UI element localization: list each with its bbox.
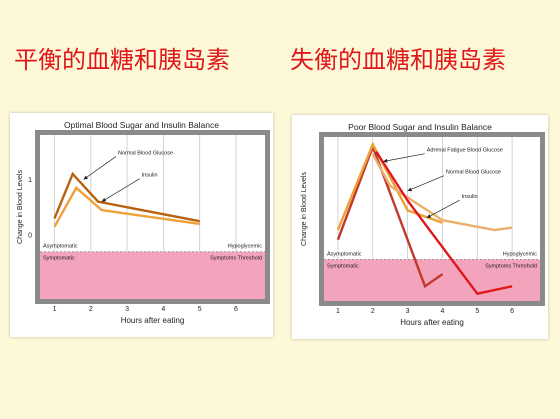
- series-line-2: [53, 185, 200, 228]
- annotation-label: Normal Blood Glucose: [118, 150, 173, 156]
- annotation-arrow-line: [83, 156, 117, 180]
- chart-optimal-balance: Optimal Blood Sugar and Insulin Balance A…: [17, 120, 270, 325]
- annotation-arrow-head: [83, 175, 88, 180]
- x-tick-label: 3: [125, 306, 129, 313]
- annotation-arrow-line: [101, 178, 140, 203]
- zone-label-upper-right: Hypoglycemic: [503, 251, 537, 257]
- annotation-arrow-head: [101, 197, 107, 202]
- zone-label-upper-left: Asymptomatic: [327, 251, 362, 257]
- annotation-label: Adrenal Fatigue Blood Glucose: [427, 148, 503, 154]
- zone-label-lower-right: Symptoms Threshold: [210, 256, 262, 262]
- chart-poor-balance: Poor Blood Sugar and Insulin Balance Asym…: [301, 122, 545, 327]
- x-tick-label: 4: [161, 306, 165, 313]
- chart-card-poor: Poor Blood Sugar and Insulin Balance Asym…: [292, 115, 548, 339]
- x-tick-label: 1: [53, 306, 57, 313]
- x-tick-label: 6: [234, 306, 238, 313]
- chart-title: Poor Blood Sugar and Insulin Balance: [348, 122, 492, 132]
- x-tick-label: 5: [198, 306, 202, 313]
- annotation-arrow-line: [426, 199, 460, 219]
- annotation-label: Insulin: [142, 173, 158, 179]
- zone-label-lower-left: Symptomatic: [327, 263, 359, 269]
- slide-title-right: 失衡的血糖和胰岛素: [290, 46, 506, 74]
- chart-title: Optimal Blood Sugar and Insulin Balance: [64, 120, 219, 130]
- symptomatic-zone: [40, 251, 265, 299]
- annotation-arrow-line: [407, 175, 445, 192]
- annotation-arrow-head: [407, 187, 413, 192]
- chart-card-optimal: Optimal Blood Sugar and Insulin Balance A…: [10, 113, 273, 337]
- zone-label-upper-right: Hypoglycemic: [228, 244, 262, 250]
- series-line-3: [371, 153, 513, 232]
- x-tick-label: 2: [371, 308, 375, 315]
- x-tick-label: 2: [89, 306, 93, 313]
- zone-label-lower-right: Symptoms Threshold: [485, 263, 537, 269]
- series-line-2: [336, 141, 443, 231]
- y-axis-label: Change in Blood Levels: [17, 170, 24, 244]
- zone-label-lower-left: Symptomatic: [43, 256, 75, 262]
- x-tick-label: 6: [510, 308, 514, 315]
- plot-frame: [35, 130, 270, 304]
- annotation-arrow-head: [383, 158, 388, 163]
- plot-frame: [319, 132, 545, 306]
- annotation-label: Normal Blood Glucose: [446, 170, 501, 176]
- series-line-1: [336, 143, 444, 289]
- zone-label-upper-left: Asymptomatic: [43, 244, 78, 250]
- x-tick-label: 5: [475, 308, 479, 315]
- x-tick-label: 4: [440, 308, 444, 315]
- annotation-arrow-line: [383, 153, 425, 162]
- y-tick-label: 0: [28, 233, 32, 240]
- series-line-4: [375, 151, 513, 296]
- x-axis-label: Hours after eating: [400, 318, 464, 327]
- x-tick-label: 1: [336, 308, 340, 315]
- y-axis-label: Change in Blood Levels: [301, 172, 308, 246]
- annotation-arrow-head: [426, 214, 432, 218]
- annotation-label: Insulin: [462, 194, 478, 200]
- x-axis-label: Hours after eating: [121, 316, 185, 325]
- slide-title-left: 平衡的血糖和胰岛素: [14, 46, 230, 74]
- series-line-1: [53, 171, 200, 223]
- x-tick-label: 3: [406, 308, 410, 315]
- y-tick-label: 1: [28, 177, 32, 184]
